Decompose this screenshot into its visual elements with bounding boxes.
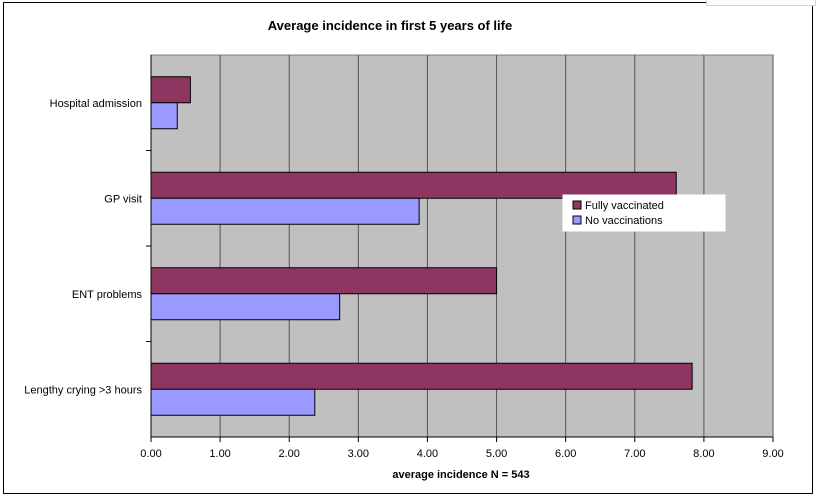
y-tick-label: GP visit <box>104 193 142 205</box>
y-tick-label: Lengthy crying >3 hours <box>24 384 142 396</box>
bar-fully-vaccinated <box>150 171 677 199</box>
bar-no-vaccinations <box>150 197 420 225</box>
bar-no-vaccinations <box>150 388 316 416</box>
x-tick-label: 8.00 <box>693 448 714 460</box>
x-tick-label: 1.00 <box>209 448 230 460</box>
bar-fully-vaccinated <box>150 362 693 390</box>
y-tick-label: ENT problems <box>72 289 143 301</box>
y-tick-label: Hospital admission <box>50 98 142 110</box>
x-tick-label: 7.00 <box>624 448 645 460</box>
chart-title: Average incidence in first 5 years of li… <box>268 18 512 33</box>
bar-fully-vaccinated <box>150 267 498 295</box>
plot-area: 0.00 1.00 2.00 3.00 4.00 5.00 6.00 7.00 8.00 9.00… <box>24 54 784 460</box>
bar-no-vaccinations <box>150 102 178 130</box>
x-tick-label: 6.00 <box>555 448 576 460</box>
bar-no-vaccinations <box>150 293 341 321</box>
x-tick-label: 9.00 <box>762 448 783 460</box>
legend-label: No vaccinations <box>585 215 663 227</box>
x-tick-label: 4.00 <box>417 448 438 460</box>
legend-box <box>562 194 726 232</box>
x-tick-label: 3.00 <box>348 448 369 460</box>
window-corner-tab <box>706 0 816 6</box>
legend-label: Fully vaccinated <box>585 200 664 212</box>
legend-swatch <box>572 215 582 225</box>
legend: Fully vaccinated No vaccinations <box>562 194 726 232</box>
x-axis-label: average incidence N = 543 <box>392 469 529 481</box>
bar-fully-vaccinated <box>150 76 191 104</box>
x-tick-label: 0.00 <box>140 448 161 460</box>
x-tick-label: 5.00 <box>486 448 507 460</box>
x-tick-label: 2.00 <box>279 448 300 460</box>
legend-swatch <box>572 200 582 210</box>
